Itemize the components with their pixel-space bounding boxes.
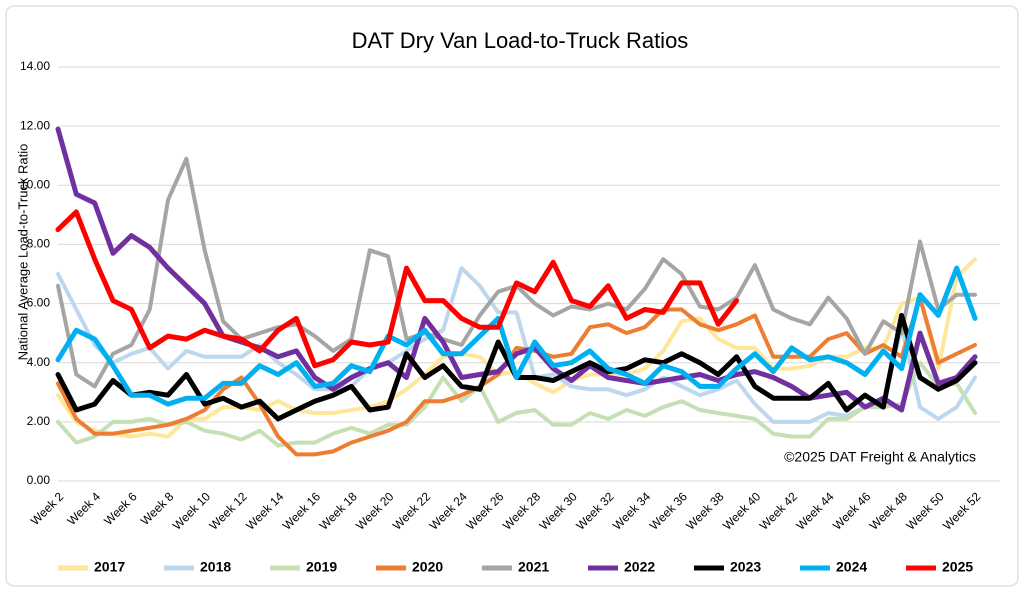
legend-item: 2025 <box>906 559 973 575</box>
chart-title: DAT Dry Van Load-to-Truck Ratios <box>352 28 689 53</box>
legend-label: 2020 <box>412 559 443 575</box>
y-tick-label: 2.00 <box>27 414 51 428</box>
legend-label: 2022 <box>624 559 655 575</box>
legend-item: 2017 <box>58 559 125 575</box>
legend-item: 2024 <box>800 559 867 575</box>
series-line <box>56 266 977 424</box>
legend-item: 2022 <box>588 559 655 575</box>
annotation: ©2025 DAT Freight & Analytics <box>784 449 976 465</box>
series-line <box>55 126 978 413</box>
series-line <box>55 265 978 407</box>
legend-item: 2023 <box>694 559 761 575</box>
y-tick-label: 4.00 <box>27 355 51 369</box>
y-tick-label: 10.00 <box>20 177 50 191</box>
legend-label: 2018 <box>200 559 231 575</box>
legend-label: 2021 <box>518 559 549 575</box>
legend-label: 2023 <box>730 559 761 575</box>
legend-item: 2019 <box>270 559 337 575</box>
legend-label: 2017 <box>94 559 125 575</box>
y-tick-label: 6.00 <box>27 296 51 310</box>
legend-label: 2025 <box>942 559 973 575</box>
legend-item: 2021 <box>482 559 549 575</box>
legend-label: 2024 <box>836 559 867 575</box>
y-tick-label: 12.00 <box>20 118 50 132</box>
legend-item: 2018 <box>164 559 231 575</box>
legend-label: 2019 <box>306 559 337 575</box>
y-tick-label: 14.00 <box>20 59 50 73</box>
y-axis-label: National Average Load-to-Truck Ratio <box>15 144 30 361</box>
legend-item: 2020 <box>376 559 443 575</box>
y-tick-label: 8.00 <box>27 237 51 251</box>
series-line <box>55 209 740 369</box>
y-tick-label: 0.00 <box>27 473 51 487</box>
series-line <box>56 360 977 448</box>
